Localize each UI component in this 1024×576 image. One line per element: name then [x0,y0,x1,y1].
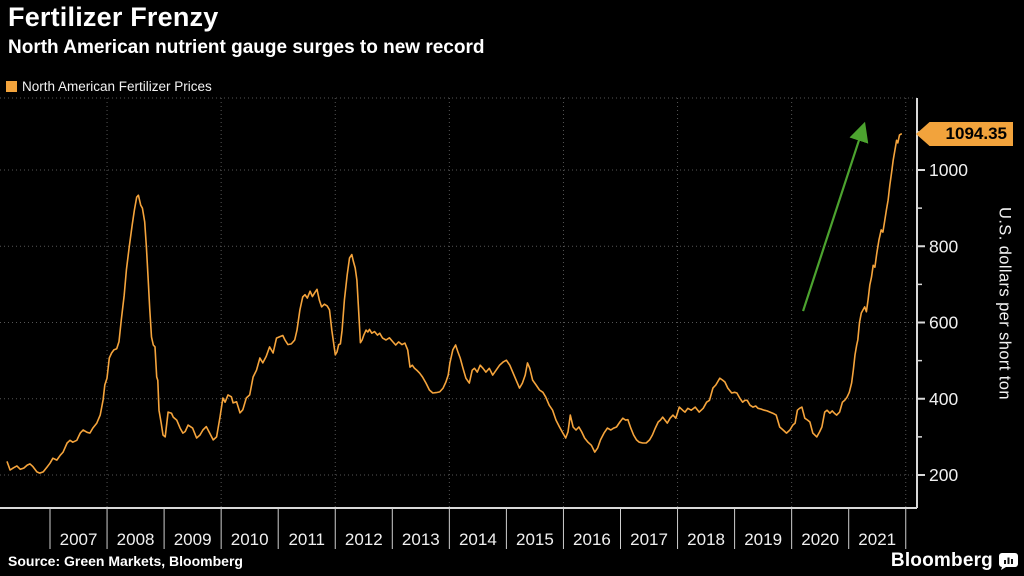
bloomberg-chart-bubble-icon [999,552,1018,570]
x-tick-label: 2019 [744,530,782,549]
y-tick-label: 600 [929,313,958,333]
bloomberg-logo-text: Bloomberg [890,550,993,571]
legend-swatch-icon [6,81,17,92]
y-tick-label: 400 [929,389,958,409]
x-tick-label: 2021 [858,530,896,549]
y-tick-label: 200 [929,465,958,485]
x-tick-label: 2016 [573,530,611,549]
chart-subtitle: North American nutrient gauge surges to … [8,37,485,58]
x-tick-label: 2010 [231,530,269,549]
x-tick-label: 2012 [345,530,383,549]
x-tick-label: 2007 [60,530,98,549]
x-tick-label: 2018 [687,530,725,549]
last-value-label: 1094.35 [945,124,1007,144]
last-value-tag: 1094.35 [916,122,1013,147]
x-tick-label: 2015 [516,530,554,549]
x-tick-label: 2011 [288,530,325,549]
y-axis-title: U.S. dollars per short ton [995,206,1014,400]
x-tick-label: 2014 [459,530,497,549]
source-note: Source: Green Markets, Bloomberg [8,553,243,569]
chart-title: Fertilizer Frenzy [8,2,219,32]
surge-arrow-annotation [802,121,869,312]
price-line-series [6,133,903,474]
bloomberg-logo: Bloomberg [891,550,1018,572]
x-tick-label: 2013 [402,530,440,549]
x-tick-label: 2020 [801,530,839,549]
x-tick-label: 2008 [117,530,155,549]
x-tick-label: 2017 [630,530,668,549]
y-tick-label: 800 [929,236,958,256]
x-tick-label: 2009 [174,530,212,549]
y-tick-label: 1000 [929,160,968,180]
legend-label: North American Fertilizer Prices [22,79,212,94]
legend: North American Fertilizer Prices [6,79,212,94]
